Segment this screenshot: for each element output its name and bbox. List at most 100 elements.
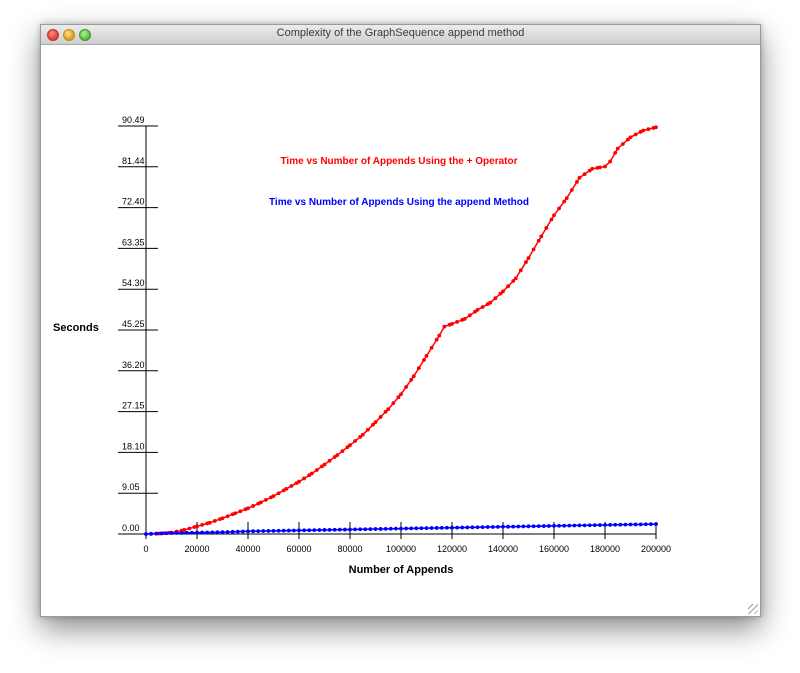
data-point <box>490 525 495 529</box>
data-point <box>297 528 301 533</box>
data-point <box>399 526 403 531</box>
close-window-icon[interactable] <box>47 29 59 41</box>
data-point <box>608 522 612 527</box>
data-point <box>332 527 337 532</box>
data-point <box>562 523 567 528</box>
data-point <box>284 487 289 491</box>
x-tick-label: 100000 <box>386 544 416 554</box>
data-point <box>575 179 579 184</box>
data-point <box>450 525 454 530</box>
data-point <box>488 300 493 305</box>
data-point <box>654 522 658 526</box>
data-point <box>470 525 475 530</box>
x-tick-label: 20000 <box>184 544 209 554</box>
data-point <box>649 522 653 527</box>
y-tick-label: 45.25 <box>122 319 145 329</box>
data-point <box>195 524 199 529</box>
data-point <box>210 530 215 535</box>
x-axis-title: Number of Appends <box>349 564 454 576</box>
data-point <box>144 532 148 536</box>
data-point <box>302 528 306 533</box>
data-point <box>246 529 250 534</box>
data-point <box>547 524 551 528</box>
data-point <box>572 523 577 528</box>
data-point <box>564 196 569 200</box>
data-point <box>646 127 651 132</box>
y-tick-label: 27.15 <box>122 401 145 411</box>
data-point <box>434 337 439 342</box>
data-point <box>460 525 465 530</box>
data-point <box>587 523 592 528</box>
data-point <box>276 491 281 496</box>
data-point <box>169 531 174 535</box>
data-point <box>363 527 368 532</box>
data-point <box>455 320 459 324</box>
window-title: Complexity of the GraphSequence append m… <box>276 27 525 39</box>
data-point <box>590 166 595 171</box>
data-point <box>348 527 352 532</box>
data-point <box>383 409 388 414</box>
data-point <box>544 226 549 230</box>
data-point <box>179 531 184 535</box>
data-point <box>230 529 235 534</box>
data-point <box>263 498 268 502</box>
data-point <box>521 524 526 529</box>
data-point <box>480 525 485 530</box>
data-point <box>317 528 322 532</box>
data-point <box>654 125 658 130</box>
data-point <box>353 527 357 532</box>
data-point <box>365 427 370 432</box>
data-point <box>261 529 266 533</box>
series-plus-operator <box>144 125 658 536</box>
data-point <box>159 531 164 536</box>
data-point <box>462 317 467 321</box>
y-tick-label: 54.30 <box>122 278 145 288</box>
data-point <box>608 159 612 164</box>
data-point <box>526 524 531 529</box>
data-point <box>220 530 225 535</box>
resize-grip-icon[interactable] <box>748 604 758 614</box>
data-point <box>302 476 306 481</box>
data-point <box>368 527 373 532</box>
data-point <box>251 529 256 534</box>
data-point <box>485 525 490 529</box>
y-tick-label: 9.05 <box>122 482 140 492</box>
data-point <box>215 530 220 535</box>
data-point <box>439 525 444 530</box>
data-point <box>422 358 426 362</box>
data-point <box>628 522 633 527</box>
title-bar[interactable]: Complexity of the GraphSequence append m… <box>41 25 760 45</box>
x-tick-label: 120000 <box>437 544 467 554</box>
data-point <box>388 526 393 531</box>
series-append-method <box>144 522 658 536</box>
data-point <box>256 529 261 534</box>
data-point <box>235 529 240 534</box>
data-point <box>445 525 449 530</box>
data-point <box>557 206 561 211</box>
data-point <box>536 238 541 243</box>
data-point <box>465 525 470 530</box>
minimize-window-icon[interactable] <box>63 29 75 41</box>
data-point <box>212 519 217 523</box>
data-point <box>358 527 363 532</box>
data-point <box>174 531 179 535</box>
zoom-window-icon[interactable] <box>79 29 91 41</box>
chart-canvas: 0.00 9.05 18.10 27.15 36.20 45.25 54.30 63.35 72… <box>53 115 671 576</box>
data-point <box>312 528 317 533</box>
legend-entry: Time vs Number of Appends Using the + Op… <box>281 156 518 167</box>
y-tick-label: 36.20 <box>122 360 145 370</box>
data-point <box>577 523 582 528</box>
data-point <box>276 528 281 533</box>
data-point <box>396 395 401 400</box>
x-tick-label: 160000 <box>539 544 569 554</box>
data-point <box>266 529 271 533</box>
data-point <box>373 420 378 425</box>
legend-entry: Time vs Number of Appends Using the appe… <box>269 197 529 208</box>
data-point <box>475 525 480 530</box>
data-point <box>501 289 505 294</box>
data-point <box>501 524 505 529</box>
data-point <box>409 377 414 382</box>
data-point <box>498 291 503 296</box>
data-point <box>238 509 243 514</box>
data-point <box>518 268 523 273</box>
